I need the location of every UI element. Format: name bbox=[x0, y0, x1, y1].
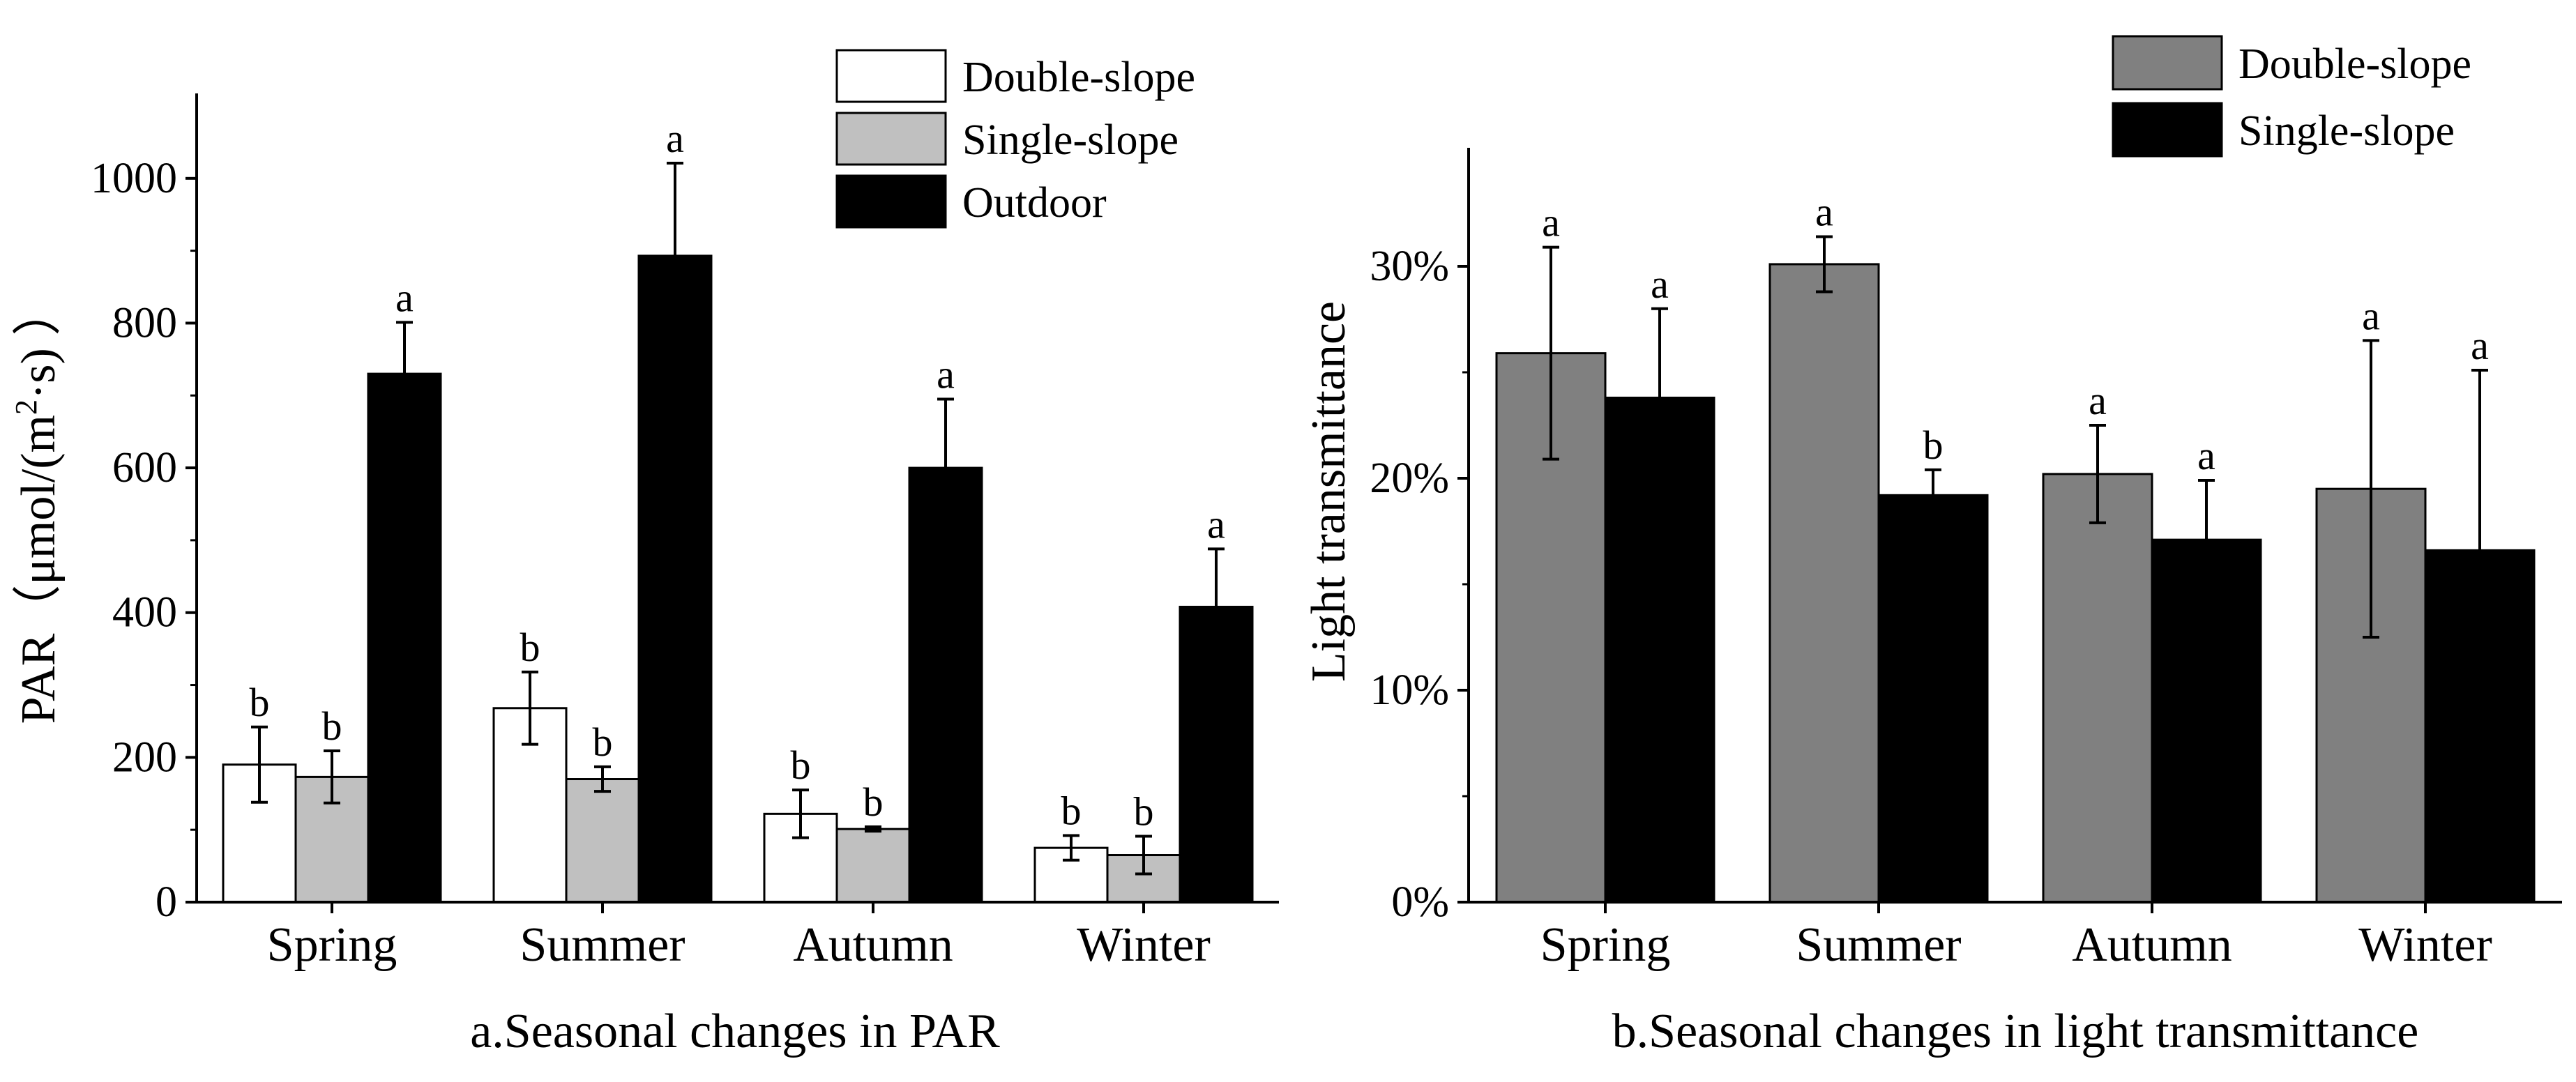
a-y-tick-label-2: 400 bbox=[112, 589, 177, 637]
b-x-tick-label-autumn: Autumn bbox=[2072, 918, 2232, 972]
b-sig-letter-autumn-0: a bbox=[2089, 378, 2107, 423]
panel-a-y-axis-title: PAR（μmol/(m2·s) ） bbox=[9, 287, 66, 724]
panel-b-legend: Double-slope Single-slope bbox=[2112, 35, 2471, 158]
b-sig-letter-winter-0: a bbox=[2362, 293, 2380, 338]
a-sig-letter-summer-0: b bbox=[520, 625, 540, 670]
b-bar-summer-1 bbox=[1877, 494, 1989, 904]
a-legend-swatch-2 bbox=[835, 174, 947, 229]
b-sig-letter-summer-0: a bbox=[1815, 189, 1833, 234]
b-sig-letter-spring-1: a bbox=[1651, 261, 1669, 307]
a-sig-letter-summer-2: a bbox=[666, 116, 684, 161]
b-sig-letter-autumn-1: a bbox=[2197, 433, 2215, 478]
a-x-tick-label-spring: Spring bbox=[267, 918, 397, 972]
panel-b-y-axis-title: Light transmittance bbox=[1302, 301, 1356, 682]
b-bar-autumn-0 bbox=[2042, 473, 2153, 904]
a-x-tick-label-summer: Summer bbox=[520, 918, 685, 972]
panel-a-y-axis-title-main: PAR（μmol/(m bbox=[12, 415, 66, 724]
b-x-tick-label-spring: Spring bbox=[1540, 918, 1671, 972]
panel-a-y-axis-title-sup: 2 bbox=[9, 399, 43, 415]
a-sig-letter-spring-2: a bbox=[395, 275, 414, 320]
b-legend-swatch-0 bbox=[2112, 35, 2223, 91]
a-bar-spring-2 bbox=[367, 372, 442, 904]
a-sig-letter-summer-1: b bbox=[593, 719, 613, 765]
a-legend-swatch-1 bbox=[835, 112, 947, 166]
panel-a-legend: Double-slope Single-slope Outdoor bbox=[835, 49, 1195, 229]
b-sig-letter-spring-0: a bbox=[1542, 200, 1560, 245]
a-sig-letter-spring-1: b bbox=[322, 703, 342, 749]
panel-a-axes: Spring Summer Autumn Winter 0 200 400 600 800 100… bbox=[91, 93, 1279, 972]
a-legend-label-1: Single-slope bbox=[962, 116, 1179, 164]
b-x-tick-label-winter: Winter bbox=[2358, 918, 2492, 972]
panel-b-axes: Spring Summer Autumn Winter 0% 10% 20% 30% bbox=[1370, 148, 2562, 972]
b-y-tick-label-3: 30% bbox=[1370, 243, 1449, 290]
b-legend-swatch-1 bbox=[2112, 102, 2223, 158]
a-sig-letter-winter-0: b bbox=[1061, 788, 1082, 833]
a-sig-letter-winter-1: b bbox=[1134, 789, 1154, 835]
panel-a-y-axis-title-tail: ·s) ） bbox=[12, 287, 66, 399]
a-x-tick-label-autumn: Autumn bbox=[793, 918, 953, 972]
a-sig-letter-autumn-0: b bbox=[791, 742, 811, 788]
a-bar-summer-1 bbox=[565, 778, 640, 904]
b-y-tick-label-2: 20% bbox=[1370, 455, 1449, 502]
panel-b-bars: a a a b a a a a bbox=[1495, 189, 2536, 904]
b-sig-letter-summer-1: b bbox=[1923, 422, 1944, 468]
a-sig-letter-autumn-2: a bbox=[937, 351, 955, 397]
a-x-tick-label-winter: Winter bbox=[1077, 918, 1211, 972]
a-y-tick-label-5: 1000 bbox=[91, 155, 177, 202]
panel-b-transmittance-chart: a a a b a a a a Spring Summer Autumn Winter 0% 10% 20… bbox=[1302, 35, 2562, 1058]
a-legend-swatch-0 bbox=[835, 49, 947, 103]
b-y-tick-label-0: 0% bbox=[1391, 878, 1449, 926]
a-sig-letter-winter-2: a bbox=[1207, 501, 1225, 547]
a-y-tick-label-1: 200 bbox=[112, 733, 177, 781]
b-legend-label-0: Double-slope bbox=[2238, 40, 2471, 88]
b-bar-summer-0 bbox=[1768, 263, 1880, 904]
a-y-tick-label-4: 800 bbox=[112, 299, 177, 346]
b-sig-letter-winter-1: a bbox=[2471, 323, 2489, 368]
panel-a-par-chart: b b a b b a b b a b b a Spring Summer Autumn Winter 0 20… bbox=[9, 49, 1279, 1058]
panel-a-caption: a.Seasonal changes in PAR bbox=[470, 1005, 1000, 1058]
a-bar-autumn-1 bbox=[835, 828, 911, 904]
a-legend-label-2: Outdoor bbox=[962, 179, 1107, 227]
panel-b-caption: b.Seasonal changes in light transmittanc… bbox=[1612, 1005, 2419, 1058]
b-y-tick-label-1: 10% bbox=[1370, 666, 1449, 714]
a-legend-label-0: Double-slope bbox=[962, 54, 1195, 101]
a-sig-letter-spring-0: b bbox=[250, 680, 270, 725]
a-y-tick-label-3: 600 bbox=[112, 444, 177, 492]
a-y-tick-label-0: 0 bbox=[156, 878, 177, 926]
b-x-tick-label-summer: Summer bbox=[1796, 918, 1961, 972]
a-bar-summer-2 bbox=[637, 254, 713, 904]
panel-a-bars: b b a b b a b b a b b a bbox=[222, 116, 1254, 904]
a-sig-letter-autumn-1: b bbox=[863, 779, 884, 825]
b-legend-label-1: Single-slope bbox=[2238, 107, 2455, 155]
